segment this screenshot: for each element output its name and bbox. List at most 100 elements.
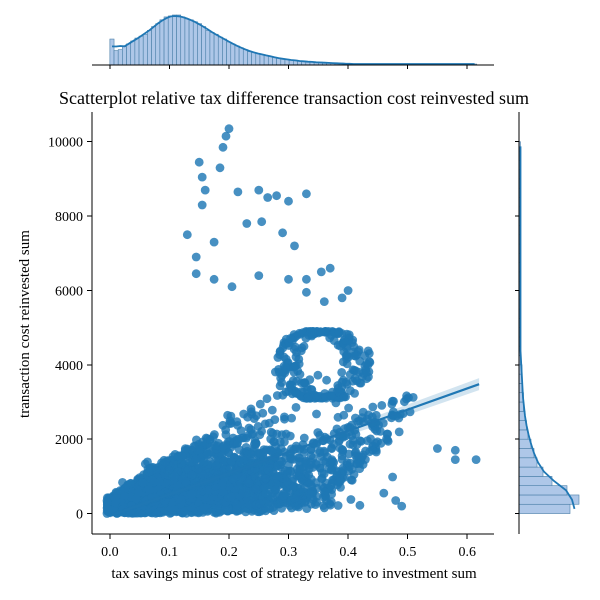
scatter-point — [254, 185, 264, 195]
scatter-point — [342, 458, 352, 468]
scatter-point — [244, 478, 254, 488]
scatter-point — [338, 375, 348, 385]
right-kde-curve — [519, 146, 576, 510]
right-marginal-histogram — [515, 112, 580, 534]
scatter-point — [377, 401, 387, 410]
scatter-point — [346, 495, 356, 504]
top-histogram-bar — [280, 58, 286, 66]
scatter-point — [227, 282, 237, 292]
scatter-point — [344, 330, 354, 340]
scatter-point — [337, 293, 347, 303]
scatter-point — [271, 485, 281, 494]
x-tick-label: 0.0 — [101, 545, 119, 560]
right-histogram-bar — [518, 485, 568, 496]
scatter-point — [278, 228, 287, 238]
scatter-point — [147, 475, 157, 485]
scatter-point — [284, 274, 293, 284]
scatter-point — [267, 405, 277, 415]
scatter-point — [255, 499, 265, 509]
scatter-point — [306, 474, 316, 484]
scatter-point — [325, 263, 335, 273]
scatter-point — [404, 393, 413, 402]
y-tick-label: 0 — [76, 508, 83, 523]
scatter-point — [248, 429, 258, 439]
scatter-point — [277, 378, 286, 387]
scatter-point — [187, 470, 197, 480]
scatter-point — [295, 328, 304, 338]
scatter-point — [221, 504, 230, 514]
scatter-point — [111, 498, 121, 508]
right-histogram-bar — [518, 429, 529, 440]
scatter-point — [327, 391, 336, 401]
scatter-point — [433, 444, 442, 453]
top-histogram-bar — [167, 15, 173, 66]
top-histogram-bar — [159, 19, 165, 66]
top-histogram-bar — [255, 53, 261, 66]
scatter-point — [263, 193, 273, 202]
x-tick-label: 0.1 — [161, 545, 179, 560]
top-histogram-bar — [242, 49, 248, 66]
scatter-point — [200, 185, 210, 195]
right-histogram-bar — [518, 448, 535, 459]
regression-line — [109, 383, 480, 517]
scatter-point — [275, 350, 285, 360]
top-histogram-bar — [117, 49, 123, 66]
x-tick-label: 0.3 — [280, 545, 298, 560]
scatter-point — [319, 297, 329, 306]
main-scatter-plot: 0.0 0.1 0.2 0.3 0.4 0.5 0.6 0 2000 4000 6000 8000 10… — [48, 112, 494, 560]
scatter-point — [352, 458, 362, 468]
scatter-point — [290, 241, 299, 251]
right-histogram-bar — [518, 476, 553, 486]
scatter-point — [233, 187, 243, 197]
scatter-point — [378, 418, 388, 428]
top-histogram-bar — [197, 23, 202, 66]
top-histogram-bar — [234, 45, 240, 66]
scatter-point — [351, 447, 361, 457]
scatter-point — [349, 470, 359, 479]
top-histogram-bar — [230, 43, 236, 66]
right-histogram-bar — [518, 503, 571, 514]
top-histogram-bar — [147, 30, 152, 66]
scatter-point — [131, 494, 141, 504]
scatter-point — [278, 491, 288, 501]
scatter-point — [394, 427, 404, 437]
scatter-point — [277, 457, 287, 467]
scatter-point — [269, 437, 278, 446]
scatter-point — [307, 482, 317, 491]
scatter-point — [221, 430, 231, 439]
top-histogram-bar — [122, 46, 127, 66]
scatter-point — [312, 409, 321, 419]
scatter-point — [242, 219, 252, 228]
x-tick-label: 0.6 — [458, 545, 476, 560]
top-histogram-bar — [126, 43, 132, 66]
scatter-point — [368, 445, 377, 455]
scatter-point — [450, 445, 460, 455]
scatter-point — [255, 399, 265, 409]
scatter-point — [103, 504, 113, 514]
scatter-point — [278, 343, 288, 353]
scatter-point — [180, 444, 190, 454]
scatter-point — [313, 370, 323, 380]
top-histogram-bar — [247, 51, 252, 66]
scatter-point — [379, 488, 389, 498]
scatter-point — [221, 131, 231, 141]
scatter-point — [284, 196, 293, 206]
scatter-point — [138, 478, 148, 488]
top-histogram-bar — [222, 38, 227, 66]
top-marginal-histogram — [92, 14, 494, 69]
y-tick-label: 8000 — [55, 210, 83, 225]
scatter-point — [225, 416, 235, 426]
scatter-point — [294, 467, 304, 477]
scatter-point — [191, 269, 201, 279]
scatter-point — [291, 361, 301, 370]
top-histogram-bar — [267, 56, 273, 66]
scatter-points — [102, 124, 481, 518]
scatter-point — [355, 500, 365, 510]
scatter-point — [170, 471, 179, 481]
scatter-point — [307, 385, 317, 394]
scatter-point — [266, 427, 276, 437]
scatter-point — [191, 252, 201, 262]
scatter-point — [285, 431, 295, 441]
scatter-point — [316, 267, 326, 277]
